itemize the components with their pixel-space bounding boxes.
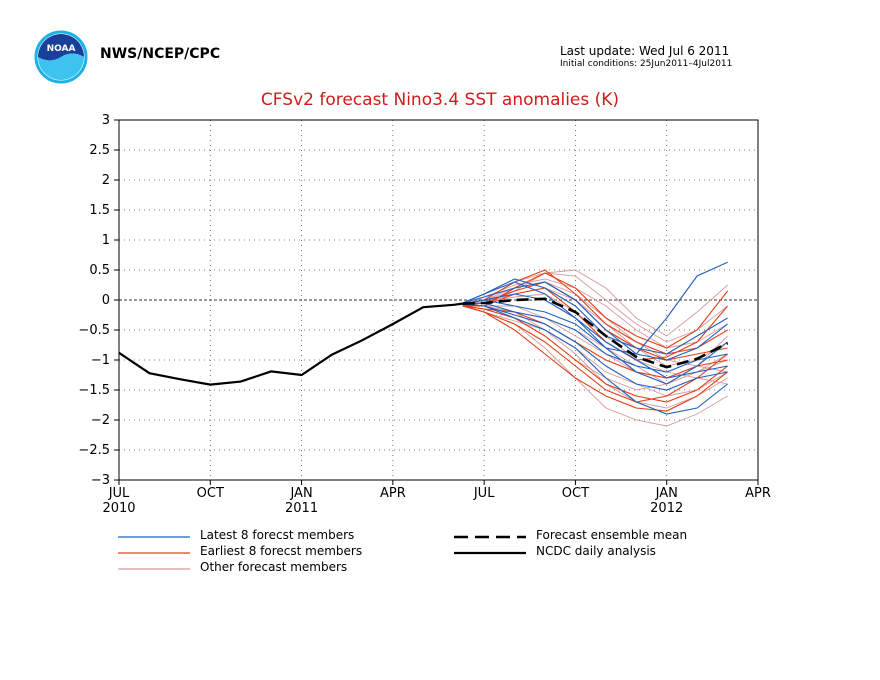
plot-frame (118, 119, 759, 481)
noaa-logo-text: NOAA (47, 44, 76, 54)
y-tick-label: 1 (102, 233, 110, 248)
x-tick-label: APR (380, 486, 406, 501)
ensemble-mean-line (462, 297, 729, 369)
y-tick-label: −2.5 (78, 443, 110, 458)
other-member-line (462, 305, 728, 397)
legend-swatches (118, 535, 526, 570)
noaa-logo-icon: NOAA (34, 30, 88, 84)
chart-grid (119, 120, 758, 480)
legend-other-label: Other forecast members (200, 560, 348, 574)
earliest-member-line (462, 287, 729, 361)
initial-conditions-text: Initial conditions: 25Jun2011–4Jul2011 (560, 59, 733, 69)
latest-member-line (462, 303, 728, 415)
y-axis: 3 2.5 2 1.5 1 0.5 0 −0.5 −1 −1.5 −2 −2.5 −3 (78, 113, 119, 488)
other-forecast-lines (462, 269, 728, 427)
other-member-line (462, 305, 728, 427)
latest-member-line (462, 303, 728, 391)
latest-forecast-lines (462, 261, 728, 415)
latest-member-line (462, 278, 728, 355)
x-tick-label: OCT (197, 486, 224, 501)
earliest-member-line (462, 305, 728, 403)
ncdc-analysis-line (118, 302, 463, 386)
x-tick-label: APR (745, 486, 771, 501)
x-tick-label: JAN (655, 486, 678, 501)
latest-member-line (462, 261, 728, 355)
chart-title: CFSv2 forecast Nino3.4 SST anomalies (K) (260, 90, 620, 110)
y-tick-label: −1.5 (78, 383, 110, 398)
y-tick-label: −2 (91, 413, 110, 428)
y-tick-label: −0.5 (78, 323, 110, 338)
x-tick-label: JUL (108, 486, 130, 501)
earliest-member-line (462, 269, 728, 355)
legend-latest-label: Latest 8 forecst members (200, 528, 355, 542)
x-tick-label: OCT (562, 486, 589, 501)
earliest-member-line (462, 305, 728, 403)
latest-member-line (462, 293, 728, 379)
latest-member-line (462, 302, 728, 373)
y-tick-label: 2.5 (89, 143, 110, 158)
x-tick-year-label: 2011 (285, 501, 318, 516)
y-tick-label: −1 (91, 353, 110, 368)
other-member-line (462, 304, 728, 409)
y-tick-label: 3 (102, 113, 110, 128)
earliest-forecast-lines (462, 269, 729, 412)
noaa-logo: NOAA (34, 30, 88, 84)
y-tick-label: −3 (91, 473, 110, 488)
y-tick-label: 1.5 (89, 203, 110, 218)
x-tick-year-label: 2012 (650, 501, 683, 516)
last-update-text: Last update: Wed Jul 6 2011 (560, 44, 730, 58)
earliest-member-line (462, 281, 728, 361)
other-member-line (462, 305, 728, 385)
earliest-member-line (462, 305, 728, 412)
y-tick-label: 2 (102, 173, 110, 188)
legend-earliest-label: Earliest 8 forecst members (200, 544, 363, 558)
x-tick-label: JUL (473, 486, 495, 501)
latest-member-line (462, 281, 728, 361)
x-tick-year-label: 2010 (102, 501, 135, 516)
org-label: NWS/NCEP/CPC (100, 46, 221, 62)
x-tick-label: JAN (289, 486, 312, 501)
analysis-and-mean-lines (118, 297, 729, 386)
y-tick-label: 0.5 (89, 263, 110, 278)
other-member-line (462, 272, 728, 343)
legend-analysis-label: NCDC daily analysis (536, 544, 656, 558)
legend-mean-label: Forecast ensemble mean (536, 528, 688, 542)
y-tick-label: 0 (102, 293, 110, 308)
